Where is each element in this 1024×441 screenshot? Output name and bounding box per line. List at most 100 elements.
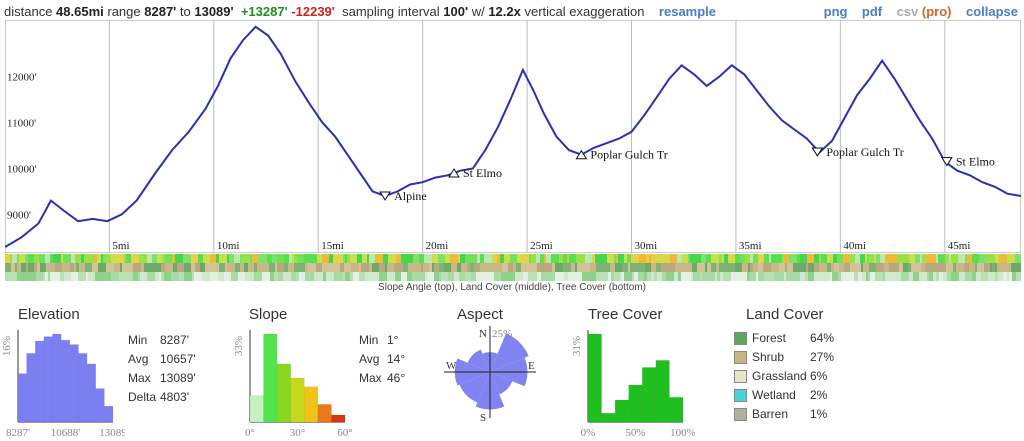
band-segment	[425, 272, 427, 281]
band-segment	[513, 263, 516, 272]
band-segment	[424, 254, 432, 263]
band-segment	[555, 263, 557, 272]
land-cover-name: Wetland	[752, 388, 796, 402]
band-segment	[936, 254, 938, 263]
band-segment	[624, 272, 632, 281]
x-tick-label: 40mi	[843, 240, 866, 252]
aspect-title: Aspect	[457, 306, 503, 323]
csv-link[interactable]: csv	[896, 4, 919, 19]
pro-badge[interactable]: (pro)	[921, 4, 952, 19]
band-segment	[408, 254, 413, 263]
band-segment	[876, 263, 884, 272]
band-segment	[590, 263, 596, 272]
band-segment	[439, 263, 444, 272]
band-segment	[231, 272, 238, 281]
band-segment	[322, 263, 326, 272]
waypoint-marker[interactable]: Poplar Gulch Tr	[575, 148, 668, 162]
band-segment	[691, 272, 693, 281]
band-segment	[726, 263, 729, 272]
band-segment	[834, 263, 839, 272]
band-segment	[945, 254, 949, 263]
band-segment	[70, 263, 74, 272]
band-segment	[408, 263, 414, 272]
band-segment	[843, 254, 849, 263]
band-segment	[219, 254, 221, 263]
band-segment	[893, 254, 897, 263]
band-segment	[261, 263, 267, 272]
band-segment	[645, 263, 651, 272]
band-segment	[909, 254, 915, 263]
band-segment	[859, 263, 861, 272]
triangle-up-icon	[448, 168, 460, 178]
land-cover-swatch	[734, 370, 747, 383]
x-tick-label: 35mi	[739, 240, 762, 252]
waypoint-marker[interactable]: Alpine	[379, 189, 427, 203]
band-segment	[739, 272, 747, 281]
x-axis-label: 0°	[245, 427, 255, 439]
band-segment	[540, 254, 544, 263]
band-segment	[470, 263, 474, 272]
band-segment	[722, 254, 724, 263]
png-link[interactable]: png	[823, 4, 848, 19]
waypoint-label: Poplar Gulch Tr	[590, 148, 667, 162]
collapse-link[interactable]: collapse	[965, 4, 1018, 19]
band-segment	[150, 263, 157, 272]
band-segment	[521, 263, 528, 272]
band-segment	[177, 263, 184, 272]
histogram-bar	[642, 367, 657, 423]
band-segment	[184, 263, 191, 272]
band-segment	[763, 263, 766, 272]
elevation-profile-chart[interactable]: 9000' 10000' 11000' 12000' 5mi 10mi 15mi 20mi 2…	[5, 20, 1021, 253]
band-segment	[61, 254, 63, 263]
band-segment	[10, 254, 12, 263]
band-segment	[133, 254, 139, 263]
band-segment	[225, 263, 227, 272]
band-segment	[766, 263, 771, 272]
band-segment	[373, 272, 379, 281]
band-segment	[889, 263, 891, 272]
band-segment	[457, 263, 461, 272]
band-segment	[450, 254, 458, 263]
band-segment	[471, 272, 476, 281]
band-segment	[171, 272, 179, 281]
band-segment	[622, 272, 624, 281]
waypoint-marker[interactable]: St Elmo	[448, 166, 502, 180]
band-segment	[774, 272, 777, 281]
band-segment	[125, 272, 133, 281]
band-segment	[731, 272, 739, 281]
band-segment	[343, 254, 345, 263]
band-segment	[432, 263, 434, 272]
band-segment	[64, 272, 71, 281]
band-segment	[88, 263, 90, 272]
band-segment	[551, 254, 559, 263]
waypoint-marker[interactable]: Poplar Gulch Tr	[811, 145, 904, 159]
band-segment	[245, 272, 247, 281]
band-segment	[227, 263, 235, 272]
band-segment	[423, 263, 429, 272]
histogram-bar	[614, 399, 629, 423]
band-segment	[510, 254, 517, 263]
band-segment	[270, 254, 272, 263]
band-segment	[979, 254, 987, 263]
band-segment	[742, 263, 748, 272]
waypoint-marker[interactable]: St Elmo	[940, 155, 995, 169]
band-segment	[862, 272, 866, 281]
resample-link[interactable]: resample	[658, 4, 717, 19]
band-segment	[161, 263, 165, 272]
band-segment	[344, 263, 351, 272]
band-segment	[711, 263, 716, 272]
band-segment	[269, 263, 271, 272]
band-segment	[1009, 272, 1012, 281]
band-segment	[350, 272, 353, 281]
band-segment	[304, 254, 307, 263]
profile-summary: distance 48.65mi range 8287' to 13089' +…	[4, 0, 716, 24]
band-segment	[988, 272, 995, 281]
band-segment	[844, 263, 850, 272]
pdf-link[interactable]: pdf	[861, 4, 883, 19]
band-segment	[995, 272, 998, 281]
range-max-value: 13089'	[194, 4, 234, 19]
band-segment	[694, 254, 701, 263]
band-segment	[250, 254, 252, 263]
x-tick-label: 15mi	[321, 240, 344, 252]
sampling-value: 100'	[443, 4, 469, 19]
